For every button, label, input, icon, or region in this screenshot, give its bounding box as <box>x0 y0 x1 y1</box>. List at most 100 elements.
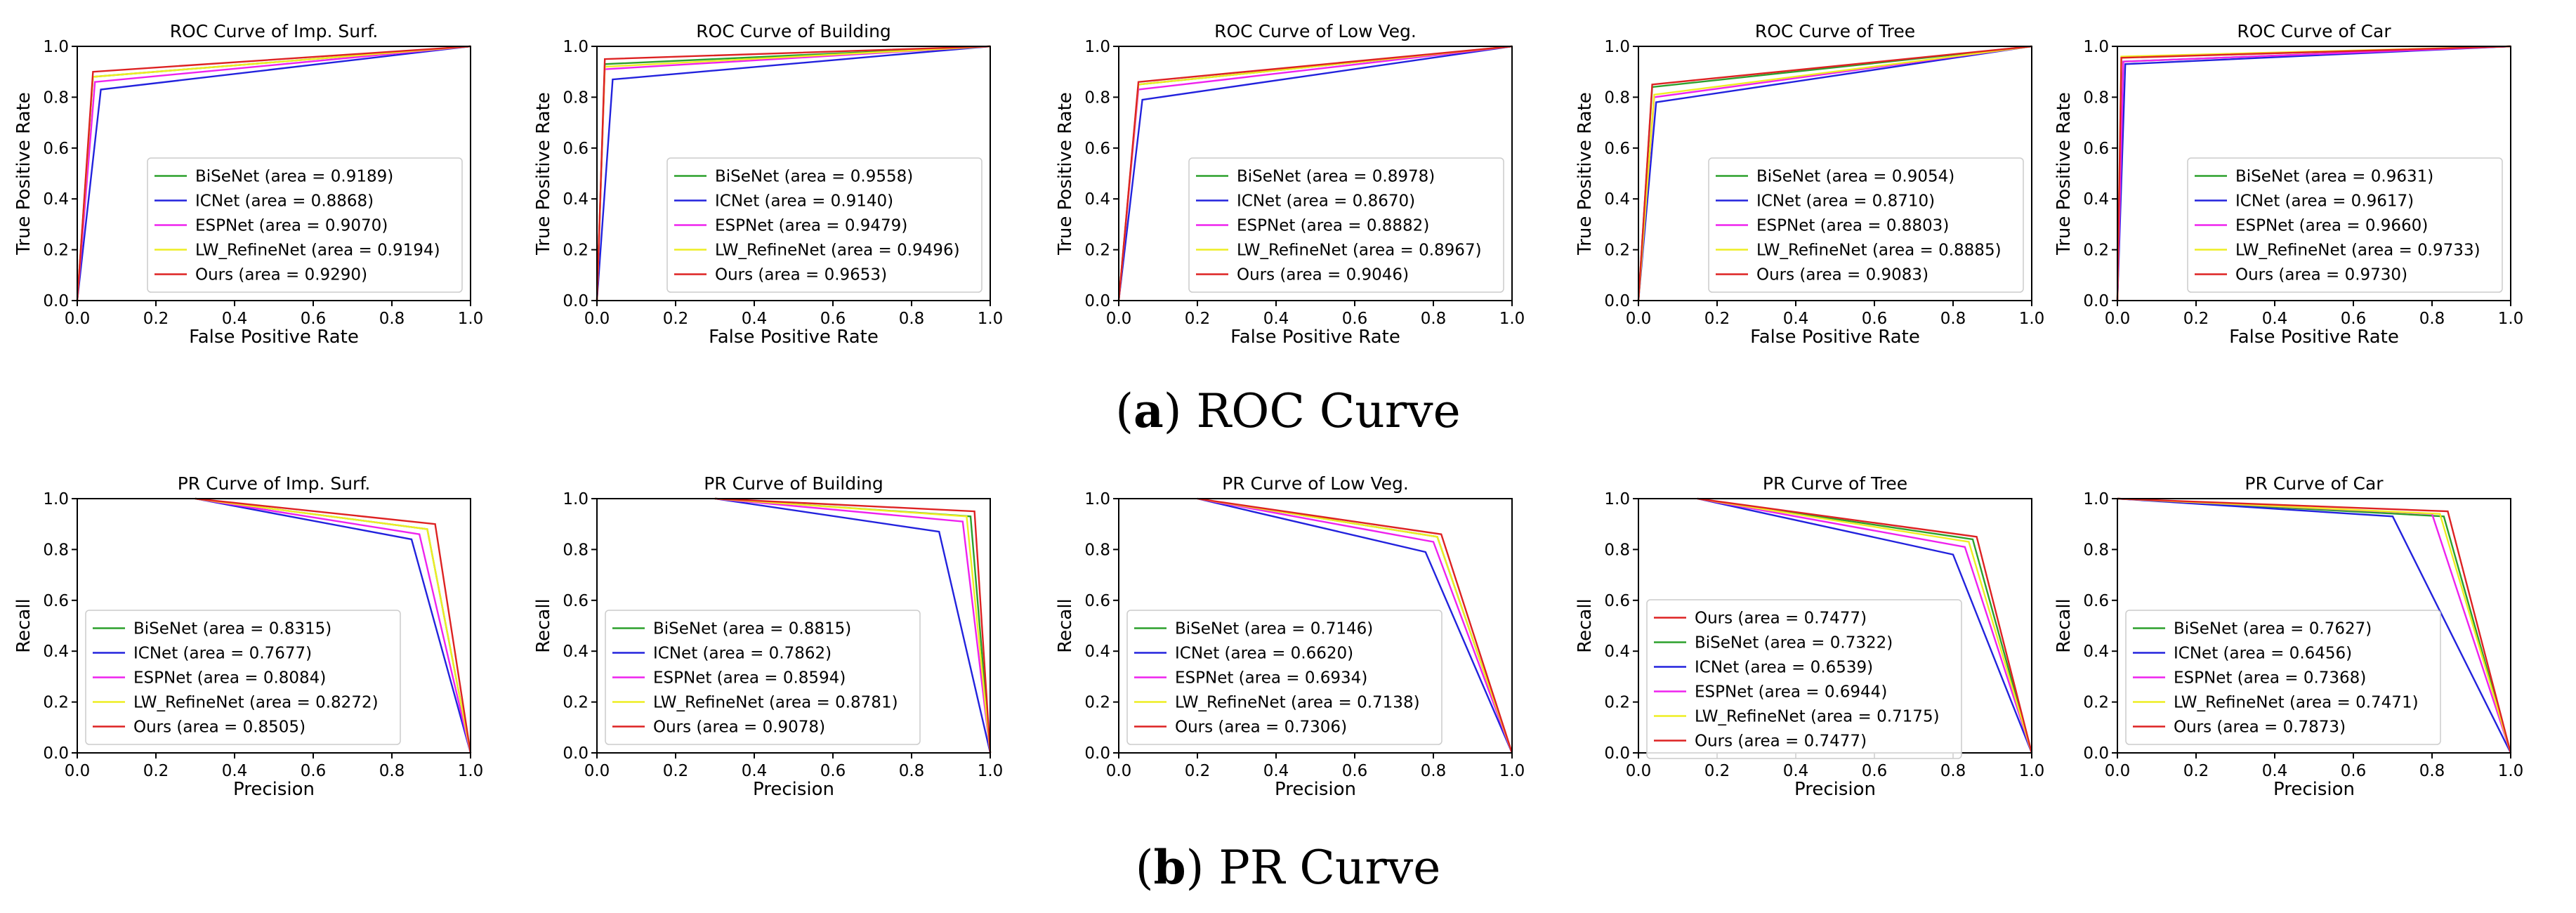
chart-panel-0: ROC Curve of Imp. Surf. 0.0 0.2 0.4 0.6 0.8 1.… <box>13 21 483 348</box>
series-line-ours <box>2116 45 2511 301</box>
x-tick-label: 0.8 <box>1421 762 1447 780</box>
legend: BiSeNet (area = 0.7146) ICNet (area = 0.6… <box>1126 610 1443 745</box>
y-tick-label: 1.0 <box>563 490 589 508</box>
y-tick-label: 0.2 <box>563 694 589 712</box>
legend-entry: LW_RefineNet (area = 0.7471) <box>2174 694 2419 712</box>
x-tick-label: 0.4 <box>742 310 768 328</box>
chart-title: ROC Curve of Building <box>696 21 891 41</box>
legend-entry: ICNet (area = 0.8670) <box>1237 192 1415 211</box>
chart-panel-5: PR Curve of Imp. Surf. 0.0 0.2 0.4 0.6 0.8 1.0… <box>13 473 483 800</box>
legend-entry: ICNet (area = 0.9617) <box>2235 192 2414 211</box>
y-tick-label: 1.0 <box>2083 490 2109 508</box>
x-tick-label: 0.6 <box>1862 762 1888 780</box>
legend-entry: LW_RefineNet (area = 0.8272) <box>133 694 379 712</box>
y-tick-label: 0.4 <box>1604 190 1630 209</box>
y-tick-label: 0.8 <box>2083 88 2109 107</box>
chart-title: ROC Curve of Imp. Surf. <box>170 21 379 41</box>
legend-entry: LW_RefineNet (area = 0.9194) <box>195 242 440 260</box>
x-tick-label: 0.0 <box>2105 310 2131 328</box>
y-tick-label: 0.8 <box>563 88 589 107</box>
legend-entry: Ours (area = 0.7306) <box>1175 718 1347 737</box>
chart-panel-6: PR Curve of Building 0.0 0.2 0.4 0.6 0.8 1.0 0.… <box>533 473 1003 800</box>
series-line-lw_refinenet <box>2117 497 2512 754</box>
legend-box <box>605 610 921 745</box>
legend-box <box>666 157 983 293</box>
y-tick-label: 1.0 <box>43 38 69 56</box>
x-tick-label: 0.0 <box>1626 310 1652 328</box>
y-tick-label: 0.4 <box>1084 643 1110 661</box>
x-tick-label: 0.6 <box>2341 762 2367 780</box>
series-line-ours <box>76 45 471 301</box>
x-tick-label: 0.0 <box>65 310 91 328</box>
y-tick-label: 0.2 <box>2083 694 2109 712</box>
x-tick-label: 0.6 <box>820 762 846 780</box>
legend-box <box>2125 610 2441 745</box>
x-tick-label: 0.0 <box>584 310 610 328</box>
series-line-espnet <box>195 497 472 754</box>
legend-box <box>147 157 463 293</box>
legend: BiSeNet (area = 0.9631) ICNet (area = 0.9… <box>2187 157 2503 293</box>
series-line-espnet <box>1697 497 2033 754</box>
legend-entry: ESPNet (area = 0.8594) <box>653 669 846 688</box>
series-line-lw_refinenet <box>1637 45 2032 301</box>
chart-title: PR Curve of Low Veg. <box>1222 473 1409 494</box>
legend-entry: LW_RefineNet (area = 0.9496) <box>715 242 960 260</box>
x-tick-label: 0.0 <box>1626 762 1652 780</box>
chart-title: ROC Curve of Car <box>2237 21 2391 41</box>
x-tick-label: 0.4 <box>222 762 248 780</box>
legend-box <box>1646 599 1962 759</box>
legend-entry: ICNet (area = 0.9140) <box>715 192 893 211</box>
series-line-icnet <box>76 45 471 301</box>
legend-entry: Ours (area = 0.7477) <box>1695 610 1867 628</box>
x-tick-label: 0.8 <box>1940 762 1966 780</box>
legend: BiSeNet (area = 0.8315) ICNet (area = 0.7… <box>85 610 401 745</box>
legend-entry: ESPNet (area = 0.6944) <box>1695 683 1887 702</box>
x-tick-label: 0.6 <box>301 310 327 328</box>
y-tick-label: 0.8 <box>43 541 69 559</box>
y-axis-label: Recall <box>533 598 554 653</box>
legend-entry: BiSeNet (area = 0.9189) <box>195 168 393 186</box>
x-tick-label: 1.0 <box>1499 310 1525 328</box>
legend-entry: BiSeNet (area = 0.8315) <box>133 620 331 638</box>
x-tick-label: 0.2 <box>1704 310 1730 328</box>
y-tick-label: 0.0 <box>1084 744 1110 763</box>
y-tick-label: 0.2 <box>1604 694 1630 712</box>
y-tick-label: 0.6 <box>2083 140 2109 158</box>
x-tick-label: 0.4 <box>1783 310 1809 328</box>
chart-panel-8: PR Curve of Tree 0.0 0.2 0.4 0.6 0.8 1.0 0.0 0.2… <box>1575 473 2044 800</box>
x-tick-label: 0.6 <box>820 310 846 328</box>
y-tick-label: 0.2 <box>43 694 69 712</box>
chart-title: PR Curve of Imp. Surf. <box>178 473 371 494</box>
y-tick-label: 0.4 <box>1604 643 1630 661</box>
x-tick-label: 0.2 <box>663 310 689 328</box>
y-axis-label: True Positive Rate <box>1575 92 1596 256</box>
y-tick-label: 0.8 <box>2083 541 2109 559</box>
x-tick-label: 0.0 <box>2105 762 2131 780</box>
chart-panel-2: ROC Curve of Low Veg. 0.0 0.2 0.4 0.6 0.8 1.0 0… <box>1055 21 1525 348</box>
x-tick-label: 1.0 <box>2498 310 2524 328</box>
x-tick-label: 0.4 <box>2262 310 2288 328</box>
y-tick-label: 0.2 <box>1084 242 1110 260</box>
y-tick-label: 0.4 <box>2083 190 2109 209</box>
caption-pr: (b) PR Curve <box>1136 840 1441 895</box>
x-axis-label: False Positive Rate <box>2229 327 2399 348</box>
x-tick-label: 0.4 <box>1783 762 1809 780</box>
chart-panel-1: ROC Curve of Building 0.0 0.2 0.4 0.6 0.8 1.0 0… <box>533 21 1003 348</box>
y-tick-label: 0.4 <box>563 643 589 661</box>
legend-entry: BiSeNet (area = 0.8978) <box>1237 168 1435 186</box>
legend-box <box>2187 157 2503 293</box>
series-line-ours <box>1697 497 2033 754</box>
y-tick-label: 0.4 <box>2083 643 2109 661</box>
axes-frame <box>596 46 991 301</box>
y-tick-label: 0.0 <box>1084 292 1110 310</box>
series-line-ours <box>1197 497 1513 754</box>
x-tick-label: 0.2 <box>1185 310 1211 328</box>
series-line-lw_refinenet <box>195 497 472 754</box>
series-line-lw_refinenet <box>1697 497 2033 754</box>
x-tick-label: 0.0 <box>65 762 91 780</box>
y-tick-label: 0.6 <box>1084 592 1110 610</box>
series-line-ours <box>2117 497 2512 754</box>
x-tick-label: 0.8 <box>379 762 405 780</box>
y-tick-label: 0.0 <box>1604 744 1630 763</box>
x-tick-label: 0.4 <box>222 310 248 328</box>
